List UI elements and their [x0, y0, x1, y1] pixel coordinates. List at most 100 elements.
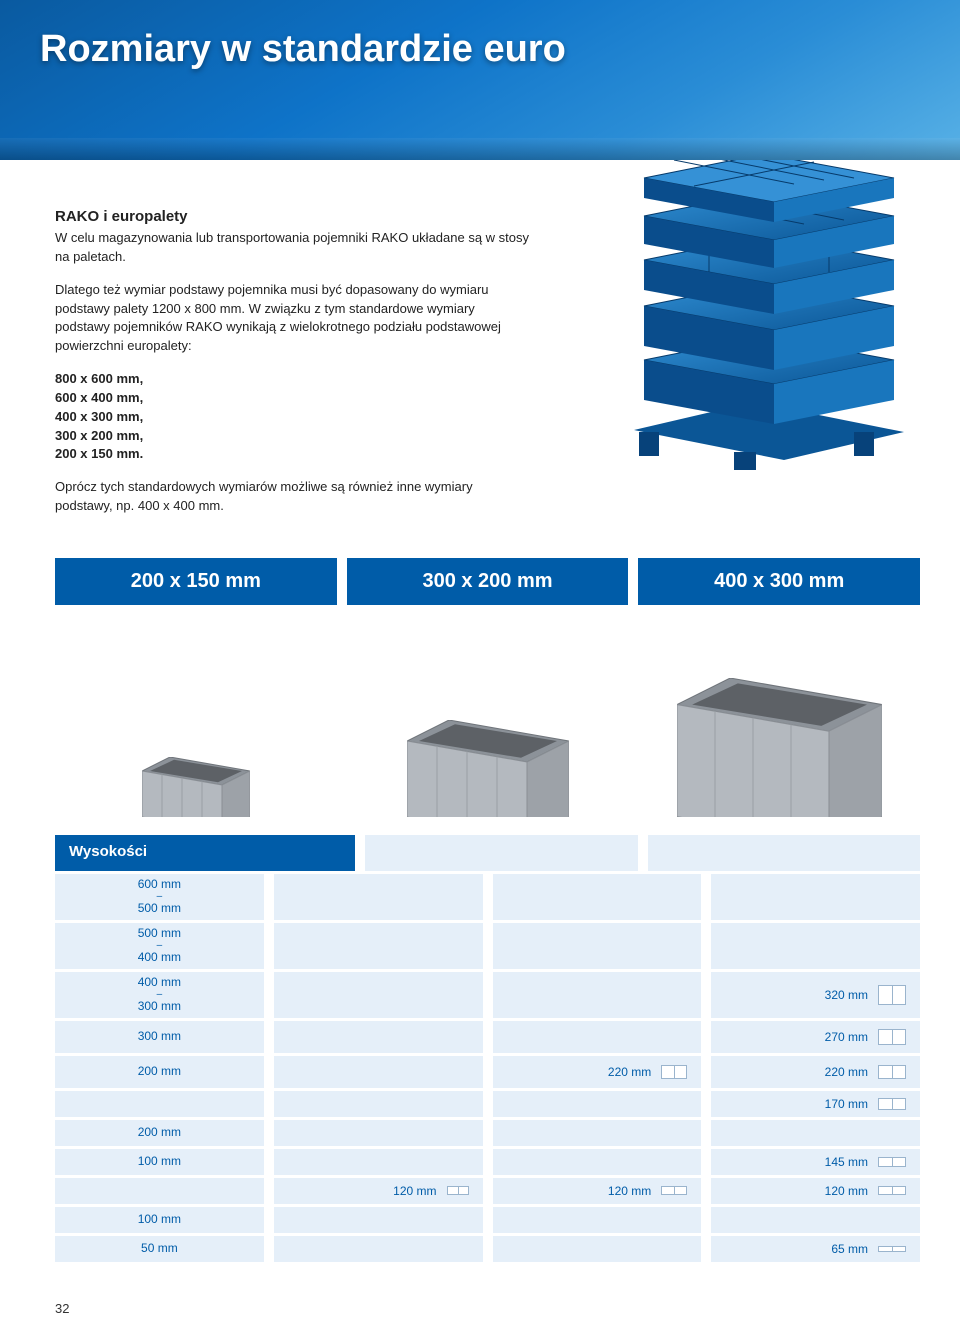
- crate-icon: [661, 1186, 687, 1195]
- crate-icon: [878, 1098, 906, 1110]
- height-range-label: 100 mm: [55, 1149, 264, 1175]
- table-row: 100 mm: [55, 1207, 920, 1233]
- page-title: Rozmiary w standardzie euro: [40, 28, 920, 71]
- height-value: 220 mm: [825, 1065, 868, 1079]
- size-column: 300 x 200 mm: [347, 558, 629, 835]
- height-cell: [493, 972, 702, 1018]
- height-range-label: 600 mm–500 mm: [55, 874, 264, 920]
- height-cell: [711, 1120, 920, 1146]
- height-cell: 220 mm: [493, 1056, 702, 1088]
- height-range-label: 100 mm: [55, 1207, 264, 1233]
- height-cell: [711, 1207, 920, 1233]
- height-cell: [274, 1056, 483, 1088]
- height-value: 145 mm: [825, 1155, 868, 1169]
- height-range-label: 200 mm: [55, 1120, 264, 1146]
- intro-heading: RAKO i europalety: [55, 208, 530, 225]
- table-row: 120 mm 120 mm 120 mm: [55, 1178, 920, 1204]
- crate-icon: [878, 1065, 906, 1079]
- size-column: 400 x 300 mm: [638, 558, 920, 835]
- height-value: 120 mm: [608, 1184, 651, 1198]
- height-range-label: 500 mm–400 mm: [55, 923, 264, 969]
- intro-p2: Dlatego też wymiar podstawy pojemnika mu…: [55, 281, 530, 356]
- list-item: 200 x 150 mm.: [55, 445, 530, 464]
- height-cell: 65 mm: [711, 1236, 920, 1262]
- table-row: 300 mm 270 mm: [55, 1021, 920, 1053]
- heights-table: 600 mm–500 mm500 mm–400 mm400 mm–300 mm3…: [0, 874, 960, 1262]
- crate-svg: [677, 678, 882, 817]
- table-row: 200 mm 220 mm 220 mm: [55, 1056, 920, 1088]
- height-value: 120 mm: [825, 1184, 868, 1198]
- height-cell: 170 mm: [711, 1091, 920, 1117]
- heights-blank: [365, 835, 637, 871]
- height-cell: [711, 874, 920, 920]
- height-cell: 270 mm: [711, 1021, 920, 1053]
- height-range-label: [55, 1091, 264, 1117]
- height-range-label: 50 mm: [55, 1236, 264, 1262]
- intro-p3: Oprócz tych standardowych wymiarów możli…: [55, 478, 530, 516]
- height-cell: [493, 923, 702, 969]
- height-range-label: 300 mm: [55, 1021, 264, 1053]
- height-cell: [493, 1207, 702, 1233]
- height-cell: [274, 1207, 483, 1233]
- table-row: 200 mm: [55, 1120, 920, 1146]
- intro-section: RAKO i europalety W celu magazynowania l…: [0, 160, 570, 540]
- list-item: 400 x 300 mm,: [55, 408, 530, 427]
- heights-title: Wysokości: [55, 835, 355, 871]
- size-header: 300 x 200 mm: [347, 558, 629, 605]
- height-cell: 120 mm: [274, 1178, 483, 1204]
- table-row: 500 mm–400 mm: [55, 923, 920, 969]
- table-row: 170 mm: [55, 1091, 920, 1117]
- height-range-label: [55, 1178, 264, 1204]
- height-cell: [493, 1236, 702, 1262]
- height-value: 120 mm: [393, 1184, 436, 1198]
- crate-icon: [878, 1246, 906, 1252]
- height-cell: 120 mm: [493, 1178, 702, 1204]
- height-cell: [493, 1091, 702, 1117]
- size-column: 200 x 150 mm: [55, 558, 337, 835]
- size-image-cell: [638, 605, 920, 835]
- height-cell: 220 mm: [711, 1056, 920, 1088]
- crate-svg: [407, 720, 569, 817]
- page-number: 32: [55, 1301, 69, 1316]
- height-cell: [274, 1120, 483, 1146]
- height-cell: [493, 1149, 702, 1175]
- height-cell: 145 mm: [711, 1149, 920, 1175]
- size-header: 400 x 300 mm: [638, 558, 920, 605]
- height-cell: [493, 874, 702, 920]
- dimensions-list: 800 x 600 mm, 600 x 400 mm, 400 x 300 mm…: [55, 370, 530, 464]
- hero-banner: Rozmiary w standardzie euro: [0, 0, 960, 160]
- table-row: 100 mm 145 mm: [55, 1149, 920, 1175]
- crate-icon: [878, 1186, 906, 1195]
- height-cell: [274, 1091, 483, 1117]
- height-cell: [274, 1021, 483, 1053]
- crate-icon: [661, 1065, 687, 1079]
- list-item: 600 x 400 mm,: [55, 389, 530, 408]
- height-value: 320 mm: [825, 988, 868, 1002]
- size-header: 200 x 150 mm: [55, 558, 337, 605]
- height-cell: [711, 923, 920, 969]
- heights-blank: [648, 835, 920, 871]
- size-columns-row: 200 x 150 mm 300 x 200 mm 400 x 300 mm: [0, 540, 960, 835]
- size-image-cell: [55, 605, 337, 835]
- crate-icon: [447, 1186, 469, 1195]
- crate-icon: [878, 985, 906, 1005]
- height-cell: [493, 1021, 702, 1053]
- table-row: 400 mm–300 mm 320 mm: [55, 972, 920, 1018]
- height-cell: 120 mm: [711, 1178, 920, 1204]
- height-cell: [493, 1120, 702, 1146]
- table-row: 600 mm–500 mm: [55, 874, 920, 920]
- height-value: 65 mm: [831, 1242, 868, 1256]
- height-range-label: 200 mm: [55, 1056, 264, 1088]
- list-item: 300 x 200 mm,: [55, 427, 530, 446]
- crate-icon: [878, 1029, 906, 1045]
- height-value: 220 mm: [608, 1065, 651, 1079]
- height-cell: [274, 1236, 483, 1262]
- height-value: 170 mm: [825, 1097, 868, 1111]
- heights-header-row: Wysokości: [0, 835, 960, 871]
- height-cell: [274, 874, 483, 920]
- height-range-label: 400 mm–300 mm: [55, 972, 264, 1018]
- height-cell: 320 mm: [711, 972, 920, 1018]
- intro-p1: W celu magazynowania lub transportowania…: [55, 229, 530, 267]
- size-image-cell: [347, 605, 629, 835]
- height-cell: [274, 923, 483, 969]
